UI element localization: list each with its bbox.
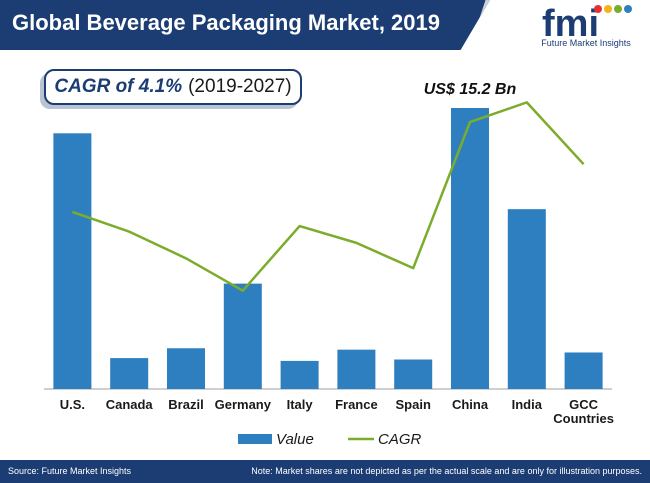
bar-spain bbox=[394, 359, 433, 389]
x-tick-label: India bbox=[512, 397, 543, 412]
bar-brazil bbox=[167, 348, 205, 389]
bar-series bbox=[53, 108, 603, 389]
x-tick-label: Brazil bbox=[168, 397, 203, 412]
x-tick-label: Spain bbox=[395, 397, 430, 412]
bar-canada bbox=[110, 358, 149, 389]
fmi-logo: fmi Future Market Insights bbox=[530, 4, 642, 52]
bar-india bbox=[507, 209, 546, 389]
fmi-logo-mark: fmi bbox=[542, 4, 632, 40]
logo-dot-green bbox=[614, 5, 622, 13]
chart-legend: Value CAGR bbox=[238, 431, 422, 448]
x-tick-label: Italy bbox=[287, 397, 314, 412]
logo-dot-blue bbox=[624, 5, 632, 13]
legend-value-swatch bbox=[238, 434, 272, 444]
legend-value-label: Value bbox=[276, 431, 314, 448]
footer-note: Note: Market shares are not depicted as … bbox=[251, 466, 642, 476]
cagr-period: (2019-2027) bbox=[188, 76, 292, 97]
logo-dot-yellow bbox=[604, 5, 612, 13]
bar-u-s bbox=[53, 133, 92, 389]
title-banner: Global Beverage Packaging Market, 2019 bbox=[0, 0, 490, 50]
china-value-callout: US$ 15.2 Bn bbox=[424, 81, 517, 98]
x-tick-labels: U.S. Canada Brazil Germany Italy France Spain C… bbox=[60, 397, 614, 426]
x-tick-label: France bbox=[335, 397, 378, 412]
footer-bar: Source: Future Market Insights Note: Mar… bbox=[0, 460, 650, 483]
footer-source: Source: Future Market Insights bbox=[8, 466, 132, 476]
cagr-label: CAGR of 4.1% bbox=[54, 76, 183, 97]
logo-dot-red bbox=[594, 5, 602, 13]
page-title: Global Beverage Packaging Market, 2019 bbox=[12, 10, 440, 35]
cagr-box: CAGR of 4.1% (2019-2027) bbox=[44, 69, 302, 105]
x-tick-label: China bbox=[452, 397, 489, 412]
logo-subtitle: Future Market Insights bbox=[541, 38, 631, 48]
bar-italy bbox=[280, 360, 319, 389]
cagr-line bbox=[71, 101, 585, 292]
bar-france bbox=[337, 349, 376, 389]
logo-letters: fmi bbox=[542, 4, 599, 40]
x-tick-label: GCC Countries bbox=[553, 397, 614, 426]
x-tick-label: U.S. bbox=[60, 397, 85, 412]
bar-gcc-countries bbox=[564, 352, 603, 389]
x-tick-label: Germany bbox=[215, 397, 272, 412]
bar-germany bbox=[223, 283, 262, 389]
legend-cagr-label: CAGR bbox=[378, 431, 422, 448]
x-tick-label: Canada bbox=[106, 397, 154, 412]
bar-china bbox=[451, 108, 489, 389]
